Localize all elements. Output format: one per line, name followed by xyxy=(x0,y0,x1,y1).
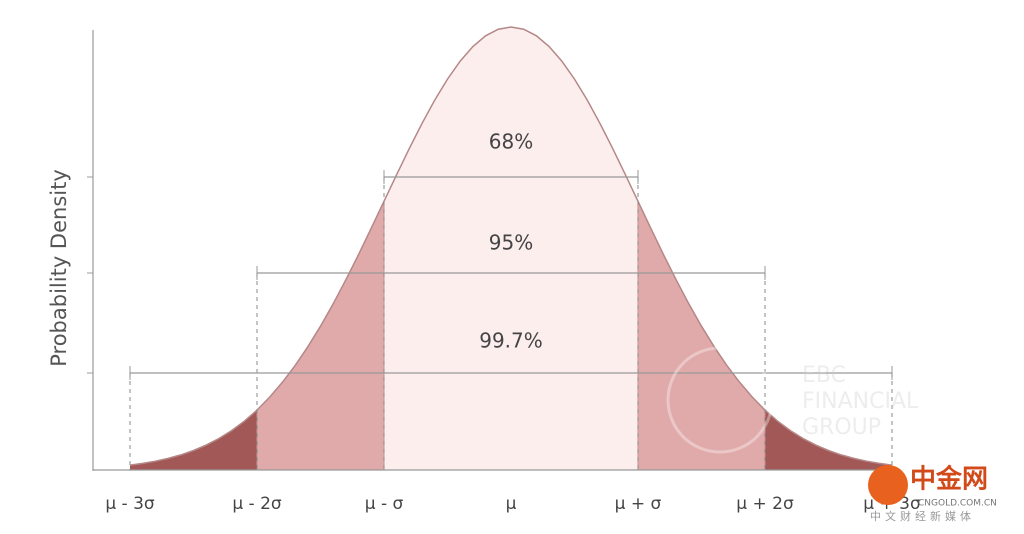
watermark-text: GROUP xyxy=(802,415,881,440)
site-logo xyxy=(868,465,908,505)
watermark-text: EBC xyxy=(802,363,846,388)
logo-ring xyxy=(666,346,774,454)
interval-label: 99.7% xyxy=(479,329,543,353)
x-label: μ + σ xyxy=(615,494,662,514)
x-label: μ - σ xyxy=(365,494,404,514)
region xyxy=(765,410,892,470)
site-name: 中金网 xyxy=(910,464,988,495)
y-axis-label: Probability Density xyxy=(47,169,71,367)
x-labels: μ - 3σμ - 2σμ - σμμ + σμ + 2σμ + 3σ xyxy=(105,494,921,514)
interval-label: 95% xyxy=(489,231,533,255)
interval-label: 68% xyxy=(489,130,533,154)
x-label: μ xyxy=(506,494,517,514)
region xyxy=(384,27,638,470)
site-domain: CNGOLD.COM.CN xyxy=(918,499,997,509)
region xyxy=(130,410,257,470)
watermark-text: FINANCIAL xyxy=(802,389,919,414)
x-label: μ + 2σ xyxy=(736,494,794,514)
site-slogan: 中文财经新媒体 xyxy=(870,509,975,523)
intervals: 68% 95% 99.7% xyxy=(129,130,893,470)
ebc-watermark: EBC FINANCIAL GROUP xyxy=(666,346,919,454)
x-label: μ - 3σ xyxy=(105,494,155,514)
x-label: μ - 2σ xyxy=(232,494,282,514)
